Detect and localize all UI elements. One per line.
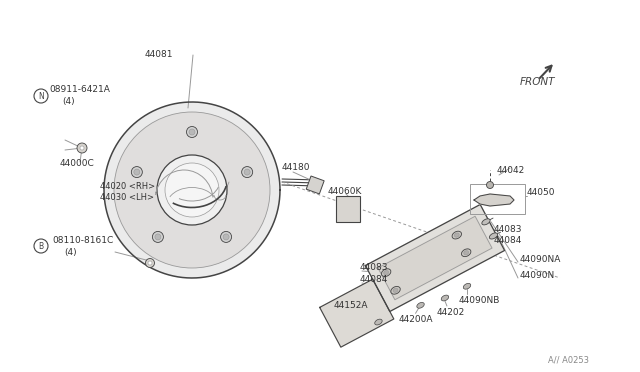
Circle shape: [114, 112, 270, 268]
Ellipse shape: [461, 249, 471, 257]
Ellipse shape: [441, 295, 449, 301]
Ellipse shape: [464, 251, 468, 255]
Text: 44083: 44083: [360, 263, 388, 273]
Circle shape: [189, 129, 195, 135]
Circle shape: [186, 126, 198, 138]
Circle shape: [165, 163, 219, 217]
Text: (4): (4): [62, 96, 75, 106]
Text: 44030 <LH>: 44030 <LH>: [100, 192, 154, 202]
Text: 08110-8161C: 08110-8161C: [52, 235, 113, 244]
Text: 08911-6421A: 08911-6421A: [49, 84, 110, 93]
Ellipse shape: [381, 269, 391, 276]
Text: 44060K: 44060K: [328, 186, 362, 196]
Circle shape: [155, 234, 161, 240]
Text: (4): (4): [64, 247, 77, 257]
Text: 44200A: 44200A: [399, 315, 433, 324]
Bar: [336, 196, 360, 222]
Text: 44081: 44081: [145, 49, 173, 58]
Ellipse shape: [384, 270, 388, 275]
Text: 44090NA: 44090NA: [520, 254, 561, 263]
Ellipse shape: [417, 302, 424, 308]
Circle shape: [131, 167, 142, 177]
Text: 44090NB: 44090NB: [459, 296, 500, 305]
Text: 44084: 44084: [494, 235, 522, 244]
Polygon shape: [365, 205, 504, 311]
Circle shape: [157, 155, 227, 225]
Text: 44042: 44042: [497, 166, 525, 174]
Text: 44084: 44084: [360, 275, 388, 283]
Ellipse shape: [454, 233, 459, 237]
Ellipse shape: [452, 231, 461, 239]
Text: FRONT: FRONT: [520, 77, 556, 87]
Circle shape: [145, 259, 154, 267]
Bar: [470, 184, 525, 214]
Polygon shape: [320, 279, 394, 347]
Text: A// A0253: A// A0253: [548, 356, 589, 365]
Ellipse shape: [375, 319, 382, 325]
Ellipse shape: [490, 233, 498, 239]
Circle shape: [104, 102, 280, 278]
Circle shape: [152, 231, 163, 243]
Text: N: N: [38, 92, 44, 100]
Text: 44050: 44050: [527, 187, 556, 196]
Text: 44202: 44202: [437, 308, 465, 317]
Circle shape: [148, 261, 152, 265]
Bar: [306, 176, 324, 194]
Ellipse shape: [393, 288, 398, 292]
Polygon shape: [378, 216, 492, 300]
Text: 44083: 44083: [494, 224, 522, 234]
Polygon shape: [474, 194, 514, 206]
Circle shape: [223, 234, 229, 240]
Text: B: B: [38, 241, 44, 250]
Text: 44180: 44180: [282, 163, 310, 171]
Circle shape: [34, 239, 48, 253]
Text: 44000C: 44000C: [60, 158, 95, 167]
Ellipse shape: [463, 283, 471, 289]
Text: 44152A: 44152A: [334, 301, 369, 310]
Text: 44020 <RH>: 44020 <RH>: [100, 182, 155, 190]
Circle shape: [77, 143, 87, 153]
Circle shape: [134, 169, 140, 175]
Ellipse shape: [482, 219, 490, 225]
Circle shape: [244, 169, 250, 175]
Text: 44090N: 44090N: [520, 270, 556, 279]
Circle shape: [34, 89, 48, 103]
Circle shape: [242, 167, 253, 177]
Ellipse shape: [391, 286, 400, 294]
Circle shape: [80, 146, 84, 150]
Circle shape: [221, 231, 232, 243]
Circle shape: [486, 182, 493, 189]
